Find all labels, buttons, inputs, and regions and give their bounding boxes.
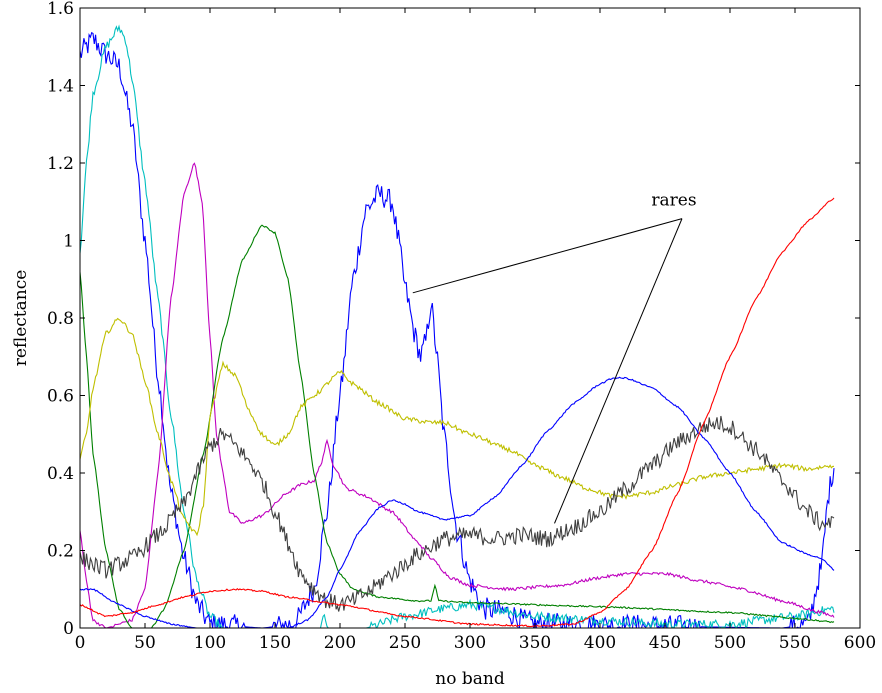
y-tick-label: 0.6: [47, 387, 74, 407]
y-tick-label: 1.2: [47, 154, 74, 174]
series-line-8: [80, 197, 835, 628]
series-line-3: [80, 162, 835, 628]
y-tick-label: 0.2: [47, 542, 74, 562]
series-line-6: [80, 415, 835, 612]
x-tick-label: 350: [519, 633, 551, 653]
ticks-layer: 0 50 100 150 200 250 300 350 400 450 500 550 600 0 0.2…: [47, 0, 876, 653]
x-tick-label: 0: [75, 633, 86, 653]
y-axis-label: reflectance: [11, 270, 31, 367]
x-tick-label: 550: [779, 633, 811, 653]
y-tick-label: 1: [63, 232, 74, 252]
x-tick-label: 50: [134, 633, 156, 653]
x-tick-label: 300: [454, 633, 486, 653]
x-tick-label: 600: [844, 633, 876, 653]
annotation-label: rares: [651, 191, 696, 211]
y-tick-label: 0: [63, 619, 74, 639]
x-tick-label: 450: [649, 633, 681, 653]
x-tick-label: 400: [584, 633, 616, 653]
annotation-layer: rares: [412, 191, 697, 524]
x-tick-label: 150: [259, 633, 291, 653]
annotation-pointer-line: [554, 218, 683, 524]
series-line-7: [80, 376, 835, 628]
x-tick-label: 200: [324, 633, 356, 653]
x-tick-label: 250: [389, 633, 421, 653]
y-tick-label: 1.4: [47, 77, 74, 97]
series-line-1: [80, 31, 835, 628]
y-tick-label: 0.4: [47, 464, 74, 484]
series-layer: [80, 24, 835, 628]
series-line-4: [80, 224, 835, 628]
y-tick-label: 0.8: [47, 309, 74, 329]
series-line-5: [80, 317, 835, 537]
y-tick-label: 1.6: [47, 0, 74, 19]
x-tick-label: 100: [194, 633, 226, 653]
x-axis-label: no band: [435, 669, 505, 689]
annotation-pointer-line: [412, 218, 683, 294]
x-tick-label: 500: [714, 633, 746, 653]
